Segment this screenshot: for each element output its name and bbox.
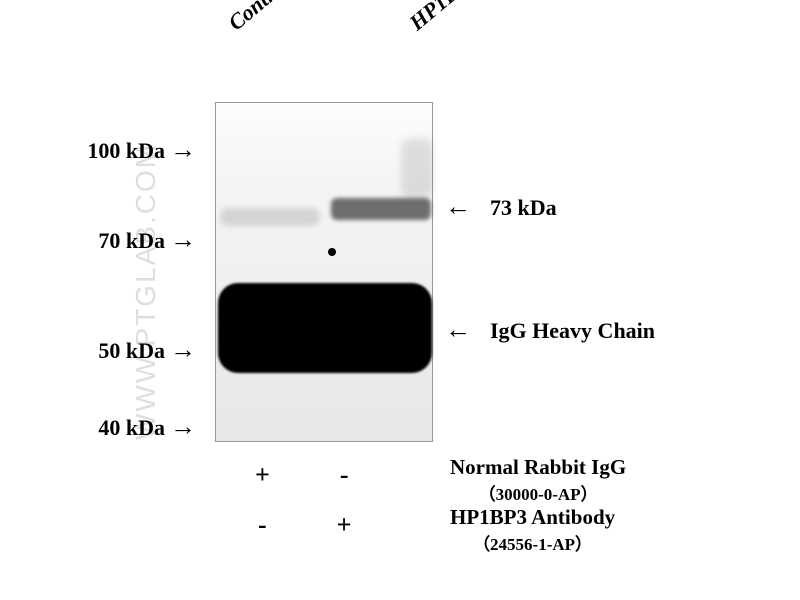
- antibody-row: - +: [258, 510, 352, 540]
- antibody-name-label: Normal Rabbit IgG （30000-0-AP）: [450, 455, 626, 505]
- antibody-name-label: HP1BP3 Antibody （24556-1-AP）: [450, 505, 615, 555]
- blot-band: [331, 198, 431, 220]
- antibody-row: + -: [255, 460, 349, 490]
- blot-artifact-dot: [328, 248, 336, 256]
- mw-label-70: 70 kDa: [55, 228, 165, 254]
- lane1-mark: +: [255, 460, 270, 490]
- band-label-heavychain: IgG Heavy Chain: [490, 318, 655, 344]
- band-label-73kda: 73 kDa: [490, 195, 557, 221]
- lane1-mark: -: [258, 510, 267, 540]
- antibody-catalog: （30000-0-AP）: [450, 480, 626, 505]
- lane-labels: Control IgG HP1BP3: [230, 10, 501, 36]
- arrow-icon: →: [170, 225, 196, 255]
- antibody-name: Normal Rabbit IgG: [450, 455, 626, 479]
- antibody-name: HP1BP3 Antibody: [450, 505, 615, 529]
- mw-label-50: 50 kDa: [55, 338, 165, 364]
- blot-band: [220, 208, 320, 226]
- lane-label-hp1bp3: HP1BP3: [404, 0, 483, 36]
- arrow-icon: ←: [445, 192, 471, 222]
- arrow-icon: →: [170, 335, 196, 365]
- lane2-mark: -: [340, 460, 349, 490]
- figure-container: WWW.PTGLAB.COM Control IgG HP1BP3 100 kD…: [0, 0, 800, 600]
- arrow-icon: →: [170, 412, 196, 442]
- lane2-mark: +: [337, 510, 352, 540]
- antibody-catalog: （24556-1-AP）: [450, 530, 615, 555]
- watermark-text: WWW.PTGLAB.COM: [130, 143, 162, 440]
- blot-band: [218, 283, 432, 373]
- arrow-icon: →: [170, 135, 196, 165]
- western-blot: [215, 102, 433, 442]
- arrow-icon: ←: [445, 315, 471, 345]
- mw-label-100: 100 kDa: [55, 138, 165, 164]
- lane-label-control: Control IgG: [223, 0, 324, 36]
- mw-label-40: 40 kDa: [55, 415, 165, 441]
- blot-band: [401, 138, 433, 198]
